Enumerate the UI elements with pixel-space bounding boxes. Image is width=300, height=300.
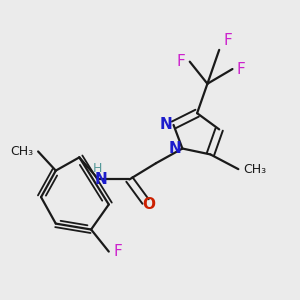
Text: N: N bbox=[169, 141, 182, 156]
Text: F: F bbox=[224, 33, 232, 48]
Text: N: N bbox=[95, 172, 108, 187]
Text: CH₃: CH₃ bbox=[11, 145, 34, 158]
Text: F: F bbox=[113, 244, 122, 259]
Text: F: F bbox=[237, 61, 246, 76]
Text: H: H bbox=[92, 162, 102, 175]
Text: O: O bbox=[142, 197, 155, 212]
Text: N: N bbox=[160, 118, 172, 133]
Text: CH₃: CH₃ bbox=[243, 163, 266, 176]
Text: F: F bbox=[177, 54, 185, 69]
